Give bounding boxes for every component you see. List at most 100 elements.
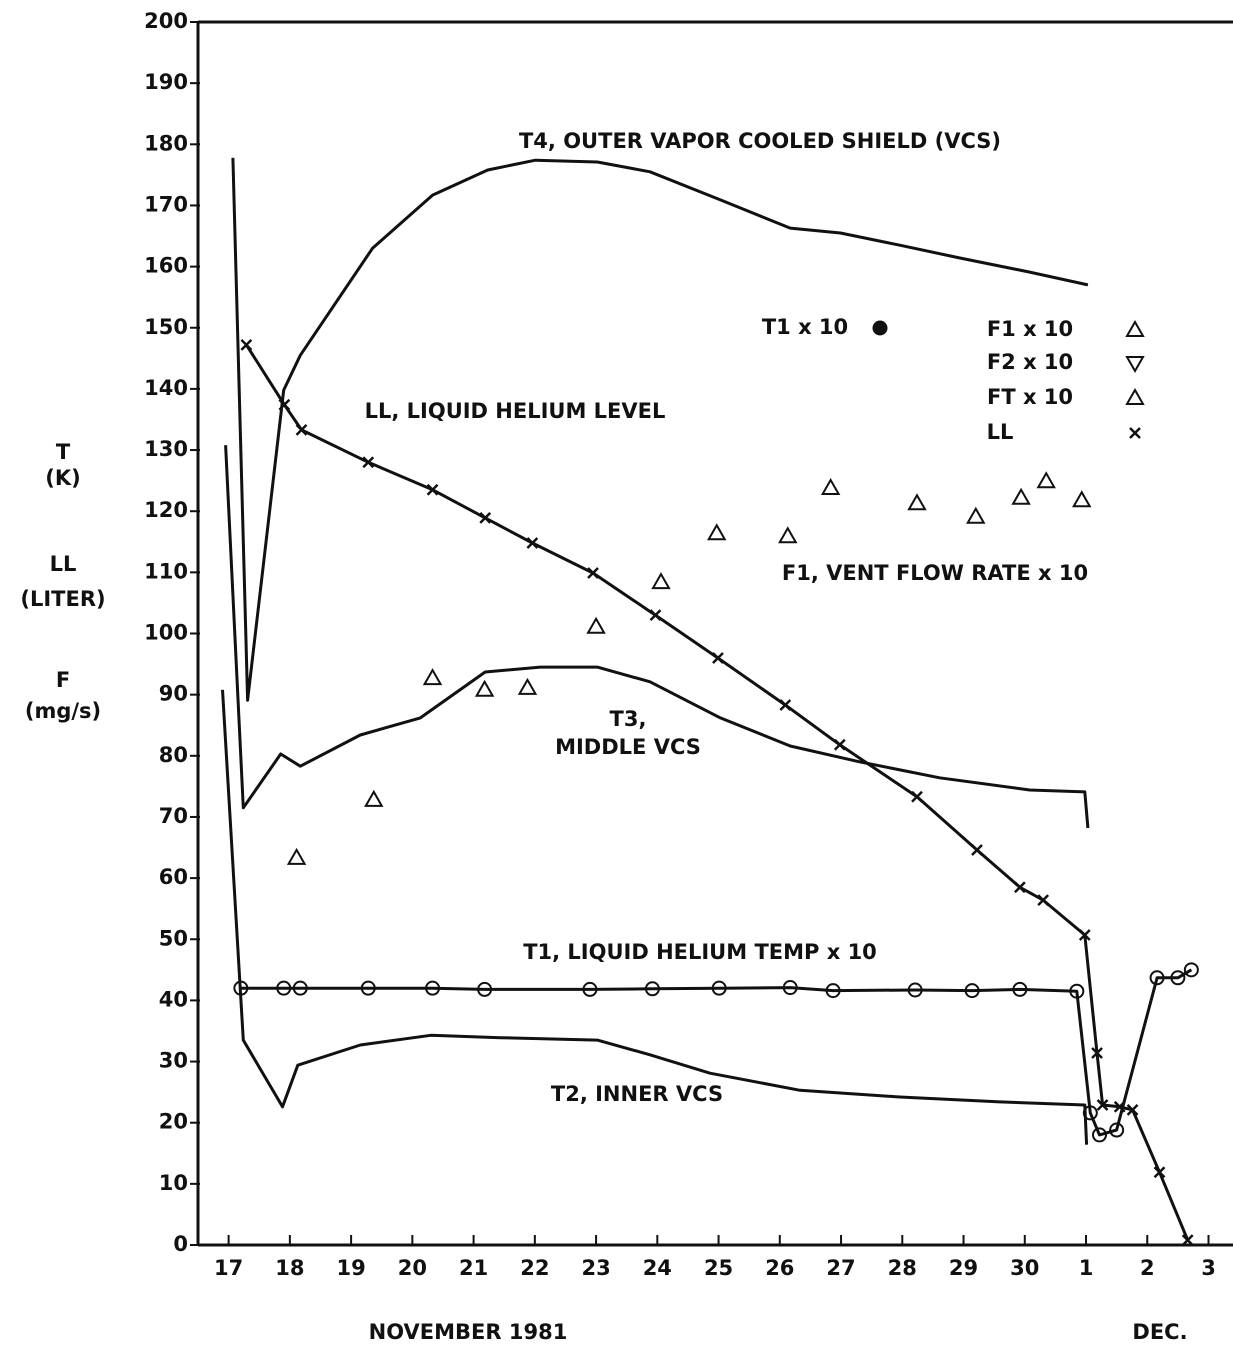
marker (276, 980, 292, 996)
marker (1082, 1105, 1098, 1121)
marker (295, 423, 308, 436)
marker (964, 983, 980, 999)
x-tick-label: 18 (275, 1256, 304, 1280)
series-annotation: T1, LIQUID HELIUM TEMP x 10 (523, 940, 877, 964)
marker (426, 483, 439, 496)
series-annotation: F1, VENT FLOW RATE x 10 (782, 561, 1088, 585)
series-annotation: T3, (610, 707, 647, 731)
marker (820, 477, 841, 495)
marker (1125, 319, 1145, 337)
marker (872, 320, 888, 336)
y-tick-label: 140 (144, 376, 188, 400)
marker (971, 844, 983, 856)
y-tick-label: 70 (159, 804, 188, 828)
y-tick-label: 50 (159, 926, 188, 950)
marker (1126, 1103, 1139, 1116)
y-tick-label: 180 (144, 131, 188, 155)
marker (292, 980, 308, 996)
y-tick-label: 80 (159, 743, 188, 767)
marker (1091, 1127, 1107, 1143)
y-tick-label: 150 (144, 315, 188, 339)
series-annotation: T2, INNER VCS (551, 1082, 723, 1106)
marker (233, 980, 249, 996)
x-tick-label: 2 (1140, 1256, 1155, 1280)
series-annotation: MIDDLE VCS (555, 735, 701, 759)
x-tick-label: 26 (765, 1256, 794, 1280)
series-line (221, 689, 1089, 1145)
marker (1037, 894, 1050, 906)
marker (907, 493, 927, 511)
y-tick-label: 40 (159, 987, 188, 1011)
x-tick-label: 20 (398, 1256, 427, 1280)
x-tick-label: 1 (1079, 1256, 1094, 1280)
marker (240, 338, 253, 351)
marker (911, 790, 923, 803)
y-axis-label: (LITER) (20, 587, 105, 611)
marker (479, 512, 492, 524)
marker (1011, 487, 1031, 505)
y-tick-label: 130 (144, 437, 188, 461)
marker (425, 980, 441, 996)
marker (526, 537, 539, 549)
marker (1183, 962, 1199, 978)
legend-label: F1 x 10 (987, 317, 1073, 341)
y-axis-label: F (56, 668, 70, 692)
x-tick-label: 22 (520, 1256, 549, 1280)
marker (1013, 881, 1026, 894)
y-axis-label: (K) (45, 466, 80, 490)
series-annotation: LL, LIQUID HELIUM LEVEL (365, 399, 666, 423)
y-tick-label: 120 (144, 498, 188, 522)
series-line (224, 445, 1090, 829)
x-tick-label: 24 (643, 1256, 672, 1280)
marker (1170, 970, 1186, 986)
marker (707, 523, 727, 541)
y-axis-label: LL (50, 552, 77, 576)
marker (1078, 929, 1091, 941)
marker (833, 738, 846, 751)
y-tick-label: 10 (159, 1171, 188, 1195)
marker (644, 981, 660, 997)
marker (586, 616, 606, 634)
marker (1181, 1234, 1194, 1246)
y-tick-label: 30 (159, 1049, 188, 1073)
x-tick-label: 27 (826, 1256, 855, 1280)
marker (779, 699, 792, 711)
y-tick-label: 170 (144, 192, 188, 216)
marker (907, 982, 923, 998)
marker (587, 567, 599, 579)
y-axis-label: (mg/s) (25, 699, 101, 723)
legend-label: FT x 10 (987, 385, 1073, 409)
marker (1153, 1166, 1166, 1179)
x-tick-label: 3 (1201, 1256, 1216, 1280)
marker (474, 679, 495, 697)
marker (517, 677, 538, 695)
marker (1113, 1100, 1126, 1113)
y-tick-label: 100 (144, 621, 188, 645)
marker (286, 847, 307, 865)
marker (1036, 471, 1056, 489)
x-tick-label: 28 (888, 1256, 917, 1280)
marker (711, 980, 727, 996)
x-axis-title: DEC. (1132, 1320, 1187, 1344)
y-tick-label: 190 (144, 70, 188, 94)
legend-label: F2 x 10 (987, 350, 1073, 374)
series-line (231, 157, 1089, 702)
marker (362, 456, 375, 469)
marker (1109, 1122, 1125, 1138)
marker (364, 789, 384, 807)
marker (1091, 1047, 1103, 1059)
x-tick-label: 19 (336, 1256, 365, 1280)
marker (582, 981, 598, 997)
marker (1096, 1099, 1109, 1111)
y-tick-label: 60 (159, 865, 188, 889)
marker (1072, 490, 1092, 508)
marker (1125, 356, 1145, 374)
x-tick-label: 23 (581, 1256, 610, 1280)
marker (649, 609, 662, 622)
marker (651, 572, 671, 590)
marker (712, 652, 724, 664)
y-tick-label: 160 (144, 254, 188, 278)
marker (477, 981, 493, 997)
marker (778, 526, 798, 544)
y-tick-label: 0 (173, 1232, 188, 1256)
